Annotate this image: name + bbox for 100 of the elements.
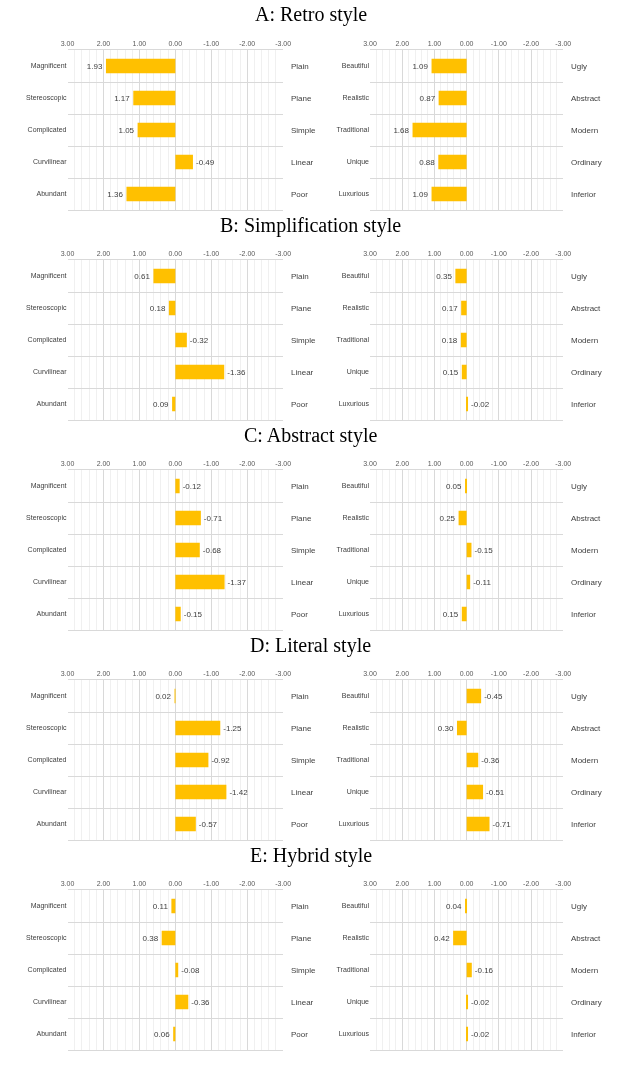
bar	[461, 606, 467, 622]
data-label: 0.18	[149, 303, 166, 313]
data-label: 0.18	[441, 335, 458, 345]
data-label: -0.02	[471, 399, 490, 409]
data-label: 0.17	[442, 303, 459, 313]
y2-tick-label: Simple	[291, 336, 316, 345]
y2-tick-label: Inferior	[571, 610, 597, 619]
data-label: -0.45	[484, 691, 503, 701]
data-label: -0.16	[474, 965, 494, 975]
y2-tick-label: Ugly	[571, 692, 588, 701]
y2-tick-label: Plain	[291, 902, 309, 911]
bar	[137, 122, 176, 138]
bar	[175, 332, 187, 348]
chart-title: B: Simplification style	[220, 214, 402, 237]
y2-tick-label: Inferior	[571, 400, 597, 409]
y2-tick-label: Simple	[291, 126, 316, 135]
data-label: 0.15	[442, 609, 459, 619]
data-label: 1.93	[86, 61, 103, 71]
y2-tick-label: Modern	[571, 126, 599, 135]
y2-tick-label: Poor	[291, 610, 309, 619]
y2-tick-label: Ugly	[571, 272, 588, 281]
y2-tick-label: Ugly	[571, 62, 588, 71]
data-label: -1.25	[223, 723, 243, 733]
y2-tick-label: Ordinary	[571, 158, 602, 167]
y2-tick-label: Ordinary	[571, 578, 602, 587]
y2-tick-label: Ugly	[571, 902, 588, 911]
data-label: 1.09	[412, 189, 429, 199]
data-label: -0.71	[492, 819, 512, 829]
bar	[438, 154, 467, 170]
bar	[175, 364, 225, 380]
bar	[466, 396, 469, 412]
data-label: 0.30	[437, 723, 454, 733]
y2-tick-label: Ordinary	[571, 368, 602, 377]
y2-tick-label: Abstract	[571, 94, 602, 103]
data-label: 0.25	[439, 513, 456, 523]
y2-tick-label: Simple	[291, 546, 316, 555]
data-label: -0.02	[471, 1029, 490, 1039]
data-label: -0.15	[474, 545, 494, 555]
y2-tick-label: Linear	[291, 998, 314, 1007]
data-label: 0.15	[442, 367, 459, 377]
y2-tick-label: Poor	[291, 400, 309, 409]
data-label: -0.08	[181, 965, 200, 975]
y2-tick-label: Inferior	[571, 1030, 597, 1039]
data-label: 1.36	[107, 189, 124, 199]
y2-tick-label: Linear	[291, 578, 314, 587]
bar	[105, 58, 176, 74]
chart-title: E: Hybrid style	[250, 844, 373, 867]
y2-tick-label: Ordinary	[571, 998, 602, 1007]
y2-tick-label: Inferior	[571, 190, 597, 199]
data-label: -1.42	[229, 787, 249, 797]
data-label: -0.02	[471, 997, 490, 1007]
bar	[175, 994, 189, 1010]
data-label: 0.87	[419, 93, 436, 103]
y2-tick-label: Ordinary	[571, 788, 602, 797]
y2-tick-label: Simple	[291, 966, 316, 975]
bar	[465, 478, 468, 494]
data-label: 0.11	[152, 901, 169, 911]
y2-tick-label: Abstract	[571, 934, 602, 943]
bar	[161, 930, 176, 946]
bar	[175, 154, 193, 170]
data-label: 1.05	[118, 125, 135, 135]
data-label: -0.36	[481, 755, 501, 765]
data-label: -0.12	[182, 481, 202, 491]
bar	[431, 186, 467, 202]
data-label: 0.06	[154, 1029, 171, 1039]
data-label: -0.71	[203, 513, 223, 523]
bar	[461, 364, 467, 380]
data-label: 0.02	[155, 691, 172, 701]
chart-title: D: Literal style	[250, 634, 372, 657]
data-label: 0.38	[142, 933, 159, 943]
bar	[173, 1026, 176, 1042]
y2-tick-label: Simple	[291, 756, 316, 765]
data-label: -0.92	[211, 755, 231, 765]
bar	[412, 122, 467, 138]
y2-tick-label: Plain	[291, 482, 309, 491]
y2-tick-label: Abstract	[571, 304, 602, 313]
bar	[133, 90, 176, 106]
bar	[438, 90, 467, 106]
data-label: -0.49	[195, 157, 215, 167]
y2-tick-label: Plane	[291, 724, 313, 733]
data-label: 0.42	[434, 933, 451, 943]
y2-tick-label: Plane	[291, 514, 313, 523]
data-label: -0.68	[202, 545, 222, 555]
data-label: 0.35	[436, 271, 453, 281]
y2-tick-label: Ugly	[571, 482, 588, 491]
y2-tick-label: Linear	[291, 368, 314, 377]
bar	[168, 300, 176, 316]
y2-tick-label: Modern	[571, 336, 599, 345]
data-label: -0.57	[198, 819, 218, 829]
data-label: -0.32	[189, 335, 209, 345]
y2-tick-label: Abstract	[571, 724, 602, 733]
y2-tick-label: Plane	[291, 94, 313, 103]
y2-tick-label: Inferior	[571, 820, 597, 829]
data-label: 1.68	[393, 125, 410, 135]
chart-title: C: Abstract style	[244, 424, 378, 447]
data-label: 0.05	[445, 481, 463, 491]
bar	[461, 300, 467, 316]
y2-tick-label: Plain	[291, 62, 309, 71]
y2-tick-label: Poor	[291, 190, 309, 199]
y2-tick-label: Plane	[291, 934, 313, 943]
